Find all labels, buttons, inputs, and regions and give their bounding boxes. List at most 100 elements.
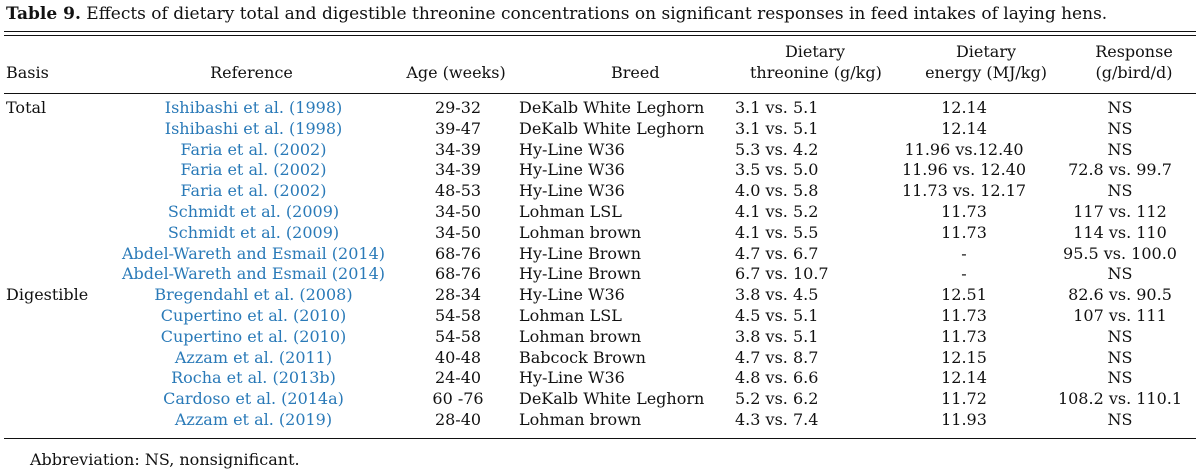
table-row: Rocha et al. (2013b) 24-40 Hy-Line W36 4.8 …: [4, 368, 1200, 389]
cell-response: NS: [1107, 98, 1133, 117]
cell-threonine: 3.5 vs. 5.0: [735, 160, 819, 180]
cell-threonine: 3.8 vs. 4.5: [735, 285, 819, 305]
reference-link[interactable]: Cupertino et al. (2010): [160, 305, 347, 325]
cell-reference: Ishibashi et al. (1998): [110, 98, 397, 119]
reference-link[interactable]: Cupertino et al. (2010): [160, 326, 347, 346]
cell-response: NS: [1107, 264, 1133, 284]
cell-energy: 11.73 vs. 12.17: [901, 181, 1027, 201]
cell-breed: Lohman brown: [519, 326, 642, 346]
cell-basis: [4, 348, 110, 369]
reference-link[interactable]: Rocha et al. (2013b): [171, 368, 336, 388]
cell-threonine: 4.7 vs. 8.7: [735, 347, 819, 367]
cell-energy: 12.14: [941, 98, 987, 117]
cell-age: 68-76: [434, 243, 482, 263]
cell-breed: Hy-Line Brown: [519, 243, 642, 263]
table-row: Azzam et al. (2011) 40-48 Babcock Brown 4.7…: [4, 348, 1200, 369]
reference-link[interactable]: Azzam et al. (2019): [174, 409, 333, 429]
cell-reference: Cardoso et al. (2014a): [110, 389, 397, 410]
cell-basis: Digestible: [6, 285, 89, 305]
reference-link[interactable]: Ishibashi et al. (1998): [164, 118, 343, 138]
header-reference: Reference: [210, 63, 293, 82]
header-energy-line2: energy (MJ/kg): [925, 63, 1047, 82]
cell-breed: Hy-Line Brown: [519, 264, 642, 284]
cell-threonine: 3.1 vs. 5.1: [735, 118, 819, 138]
cell-basis: [4, 223, 110, 244]
reference-link[interactable]: Schmidt et al. (2009): [167, 201, 340, 221]
cell-breed: Hy-Line W36: [519, 181, 625, 201]
cell-basis: [4, 264, 110, 285]
cell-age: 48-53: [434, 181, 482, 201]
cell-breed: DeKalb White Leghorn: [519, 98, 705, 117]
cell-response: 108.2 vs. 110.1: [1057, 389, 1183, 409]
cell-age: 34-50: [434, 201, 482, 221]
header-response-line1: Response: [1095, 42, 1173, 61]
reference-link[interactable]: Abdel-Wareth and Esmail (2014): [122, 243, 385, 263]
cell-threonine: 6.7 vs. 10.7: [735, 264, 829, 284]
cell-basis: [4, 306, 110, 327]
cell-age: 29-32: [434, 98, 482, 117]
cell-age: 68-76: [434, 264, 482, 284]
reference-link[interactable]: Faria et al. (2002): [180, 160, 327, 180]
cell-reference: Faria et al. (2002): [110, 181, 397, 202]
reference-link[interactable]: Azzam et al. (2011): [174, 347, 333, 367]
cell-energy: -: [961, 264, 967, 284]
cell-age: 40-48: [434, 347, 482, 367]
cell-response: NS: [1107, 368, 1133, 388]
table-row: Abdel-Wareth and Esmail (2014) 68-76 Hy-Li…: [4, 244, 1200, 265]
cell-age: 34-50: [434, 222, 482, 242]
top-rule-double: [4, 35, 1196, 37]
cell-age: 28-34: [434, 285, 482, 305]
cell-basis: [4, 244, 110, 265]
reference-link[interactable]: Schmidt et al. (2009): [167, 222, 340, 242]
cell-reference: Bregendahl et al. (2008): [110, 285, 397, 306]
table-row: Faria et al. (2002) 34-39 Hy-Line W36 3.5 v…: [4, 160, 1200, 181]
cell-response: NS: [1107, 139, 1133, 159]
cell-reference: Azzam et al. (2011): [110, 348, 397, 369]
cell-reference: Abdel-Wareth and Esmail (2014): [110, 264, 397, 285]
cell-basis: [4, 389, 110, 410]
cell-response: NS: [1107, 326, 1133, 346]
reference-link[interactable]: Ishibashi et al. (1998): [164, 98, 343, 117]
reference-link[interactable]: Cardoso et al. (2014a): [163, 389, 344, 409]
table-row: Abdel-Wareth and Esmail (2014) 68-76 Hy-Li…: [4, 264, 1200, 285]
cell-energy: 11.73: [941, 305, 987, 325]
cell-response: NS: [1107, 181, 1133, 201]
cell-energy: 12.15: [941, 347, 987, 367]
cell-age: 39-47: [434, 118, 482, 138]
cell-energy: 11.73: [941, 222, 987, 242]
cell-breed: Lohman LSL: [519, 305, 622, 325]
cell-breed: Lohman brown: [519, 409, 642, 429]
reference-link[interactable]: Faria et al. (2002): [180, 181, 327, 201]
cell-basis: Total: [6, 98, 47, 117]
cell-reference: Cupertino et al. (2010): [110, 306, 397, 327]
cell-breed: Lohman brown: [519, 222, 642, 242]
cell-energy: 11.73: [941, 326, 987, 346]
cell-basis: [4, 119, 110, 140]
cell-breed: Hy-Line W36: [519, 285, 625, 305]
cell-age: 54-58: [434, 326, 482, 346]
cell-threonine: 4.8 vs. 6.6: [735, 368, 819, 388]
reference-link[interactable]: Faria et al. (2002): [180, 139, 327, 159]
header-threonine-line1: Dietary: [784, 42, 846, 61]
cell-threonine: 4.1 vs. 5.5: [735, 222, 819, 242]
cell-energy: 11.72: [941, 389, 987, 409]
cell-threonine: 5.3 vs. 4.2: [735, 139, 819, 159]
cell-threonine: 3.1 vs. 5.1: [735, 98, 819, 117]
cell-energy: 11.96 vs. 12.40: [901, 160, 1027, 180]
cell-reference: Rocha et al. (2013b): [110, 368, 397, 389]
cell-basis: [4, 140, 110, 161]
table-row: Cardoso et al. (2014a) 60 -76 DeKalb White…: [4, 389, 1200, 410]
reference-link[interactable]: Bregendahl et al. (2008): [154, 285, 353, 305]
cell-energy: 12.14: [941, 118, 987, 138]
cell-reference: Azzam et al. (2019): [110, 410, 397, 431]
cell-reference: Schmidt et al. (2009): [110, 223, 397, 244]
cell-reference: Faria et al. (2002): [110, 160, 397, 181]
cell-threonine: 5.2 vs. 6.2: [735, 389, 819, 409]
cell-basis: [4, 181, 110, 202]
cell-response: NS: [1107, 409, 1133, 429]
table-row: Schmidt et al. (2009) 34-50 Lohman brown 4.…: [4, 223, 1200, 244]
caption-label: Table 9.: [6, 4, 81, 24]
cell-threonine: 4.3 vs. 7.4: [735, 409, 819, 429]
reference-link[interactable]: Abdel-Wareth and Esmail (2014): [122, 264, 385, 284]
table-row: Faria et al. (2002) 34-39 Hy-Line W36 5.3 v…: [4, 140, 1200, 161]
